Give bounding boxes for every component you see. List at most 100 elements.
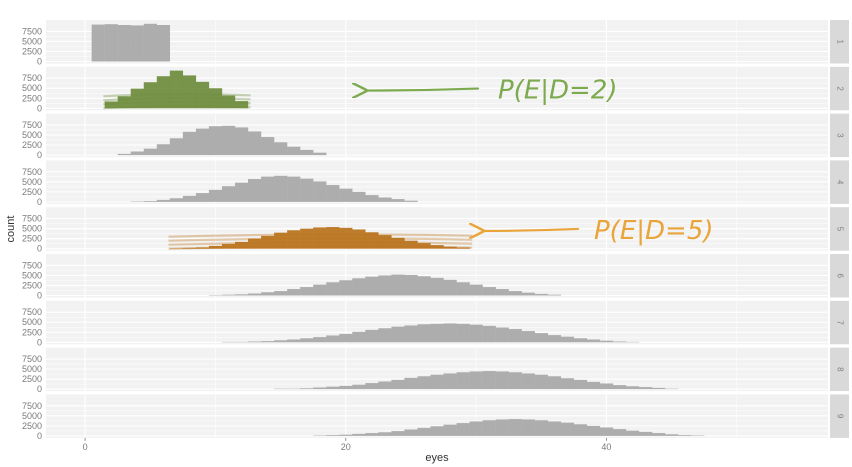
y-tick-label: 0 xyxy=(37,150,42,160)
histogram-bar xyxy=(378,235,392,249)
histogram-bar xyxy=(313,181,327,202)
histogram-bar xyxy=(274,175,288,202)
histogram-bar xyxy=(417,276,431,296)
histogram-bar xyxy=(573,379,588,390)
histogram-bar xyxy=(560,336,575,343)
histogram-bar xyxy=(365,383,379,390)
histogram-bar xyxy=(91,24,105,62)
histogram-bar xyxy=(534,333,548,343)
histogram-bar xyxy=(456,247,470,249)
histogram-bar xyxy=(248,179,262,202)
histogram-bar xyxy=(352,384,366,390)
histogram-bar xyxy=(221,243,236,249)
histogram-bar xyxy=(599,383,614,390)
strip-label: 5 xyxy=(835,227,844,232)
histogram-bar xyxy=(443,323,457,343)
y-tick-label: 2500 xyxy=(22,140,42,150)
histogram-bar xyxy=(300,338,314,343)
histogram-bar xyxy=(443,373,457,390)
histogram-bar xyxy=(443,279,457,296)
histogram-bar xyxy=(482,420,496,436)
histogram-bar xyxy=(300,388,314,390)
histogram-bar xyxy=(508,419,522,436)
histogram-bar xyxy=(313,284,327,296)
y-tick-label: 7500 xyxy=(22,167,42,177)
y-tick-label: 2500 xyxy=(22,280,42,290)
y-tick-label: 0 xyxy=(37,291,42,301)
histogram-bar xyxy=(195,247,210,249)
histogram-bar xyxy=(234,101,249,109)
histogram-bar xyxy=(417,376,431,390)
histogram-bar xyxy=(391,199,405,202)
x-tick-label: 0 xyxy=(83,442,88,452)
histogram-bar xyxy=(456,423,470,436)
histogram-bar xyxy=(208,88,223,109)
strip-label: 7 xyxy=(835,320,844,325)
histogram-bar xyxy=(482,371,496,390)
histogram-bar xyxy=(339,333,353,343)
facet-strip-2: 2 xyxy=(830,66,849,111)
histogram-bar xyxy=(156,76,171,109)
histogram-bar xyxy=(208,189,223,202)
y-tick-label: 0 xyxy=(37,244,42,254)
histogram-bar xyxy=(352,229,366,249)
y-tick-label: 5000 xyxy=(22,224,42,234)
histogram-bar xyxy=(339,280,353,296)
histogram-bar xyxy=(182,195,197,202)
histogram-bar xyxy=(221,125,236,156)
y-tick-label: 7500 xyxy=(22,120,42,130)
histogram-bar xyxy=(586,381,601,390)
histogram-bar xyxy=(404,275,418,296)
histogram-bar xyxy=(182,75,197,109)
facet-strip-7: 7 xyxy=(830,300,849,345)
annotation-label: P(E|D=2) xyxy=(498,76,618,106)
histogram-bar xyxy=(443,424,457,436)
facet-strip-5: 5 xyxy=(830,207,849,251)
histogram-bar xyxy=(430,245,444,249)
annotation-label: P(E|D=5) xyxy=(594,216,714,246)
histogram-bar xyxy=(482,325,496,343)
histogram-bar xyxy=(404,200,418,202)
histogram-bar xyxy=(495,327,509,343)
histogram-bar xyxy=(430,323,444,343)
histogram-bar xyxy=(195,128,210,156)
histogram-bar xyxy=(104,24,118,62)
histogram-bar xyxy=(534,374,548,390)
histogram-bar xyxy=(130,88,144,109)
facet-strip-9: 9 xyxy=(830,394,849,438)
histogram-bar xyxy=(143,82,157,109)
histogram-bar xyxy=(234,241,249,249)
histogram-bar xyxy=(300,228,314,249)
histogram-bar xyxy=(365,195,379,202)
histogram-bar xyxy=(117,25,131,62)
histogram-bar xyxy=(652,433,666,436)
histogram-bar xyxy=(534,420,548,436)
y-tick-label: 0 xyxy=(37,57,42,67)
histogram-bar xyxy=(612,429,627,436)
histogram-bar xyxy=(326,185,340,202)
histogram-bar xyxy=(352,278,366,296)
histogram-bar xyxy=(313,337,327,343)
y-tick-label: 0 xyxy=(37,384,42,394)
histogram-bar xyxy=(586,425,601,436)
histogram-bar xyxy=(169,70,184,109)
histogram-bar xyxy=(287,176,301,202)
histogram-bar xyxy=(156,25,171,62)
y-tick-label: 7500 xyxy=(22,260,42,270)
histogram-bar xyxy=(612,385,627,390)
histogram-bar xyxy=(417,243,431,249)
histogram-bar xyxy=(508,291,522,296)
histogram-bar xyxy=(560,378,575,390)
histogram-bar xyxy=(521,331,535,343)
histogram-bar xyxy=(417,324,431,343)
annotations: P(E|D=2) P(E|D=5) xyxy=(366,76,714,246)
histogram-bar xyxy=(300,149,314,156)
histogram-bar xyxy=(391,431,405,436)
histogram-bar xyxy=(182,131,197,156)
y-tick-label: 5000 xyxy=(22,317,42,327)
annotation-arrow xyxy=(366,89,480,91)
